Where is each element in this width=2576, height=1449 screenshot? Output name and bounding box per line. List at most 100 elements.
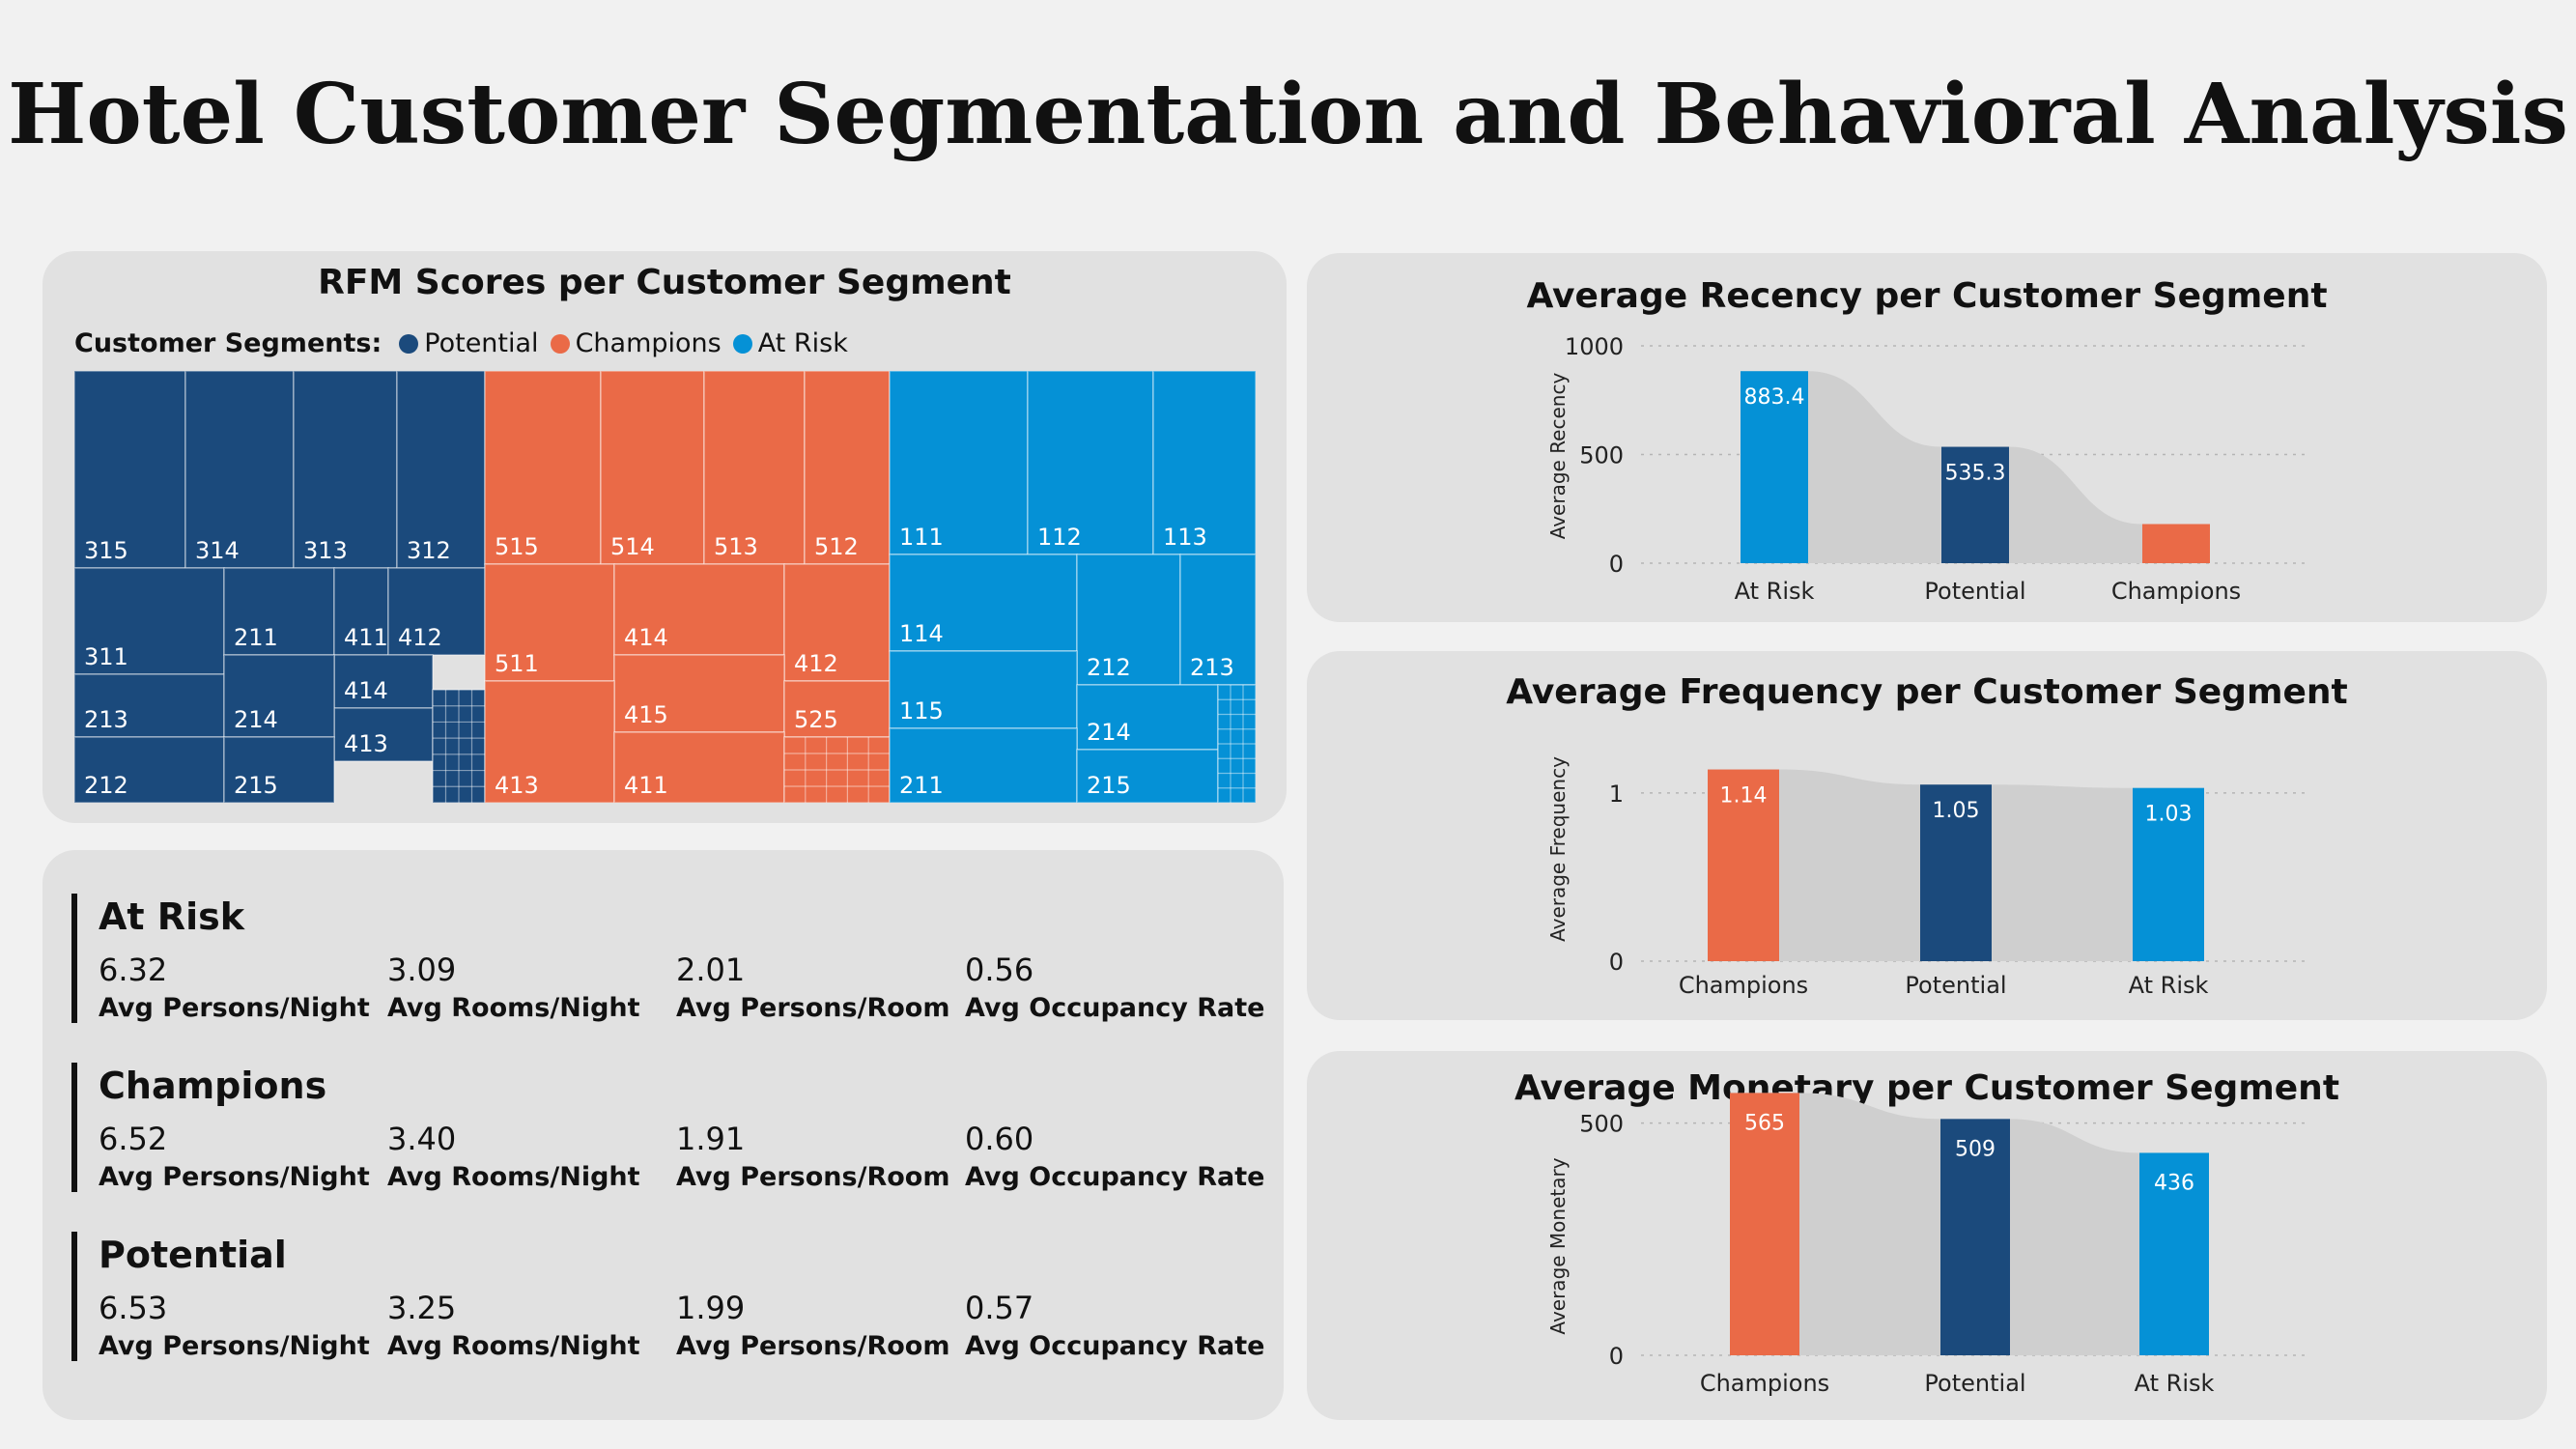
segment-accent-bar (71, 1232, 77, 1361)
treemap-cell[interactable] (783, 680, 891, 738)
y-tick-label: 500 (1579, 442, 1624, 469)
treemap-cell[interactable] (223, 567, 335, 656)
treemap-cell-label: 414 (624, 624, 668, 651)
treemap-cell-label: 513 (714, 533, 758, 560)
treemap-legend: Customer Segments: Potential Champions A… (74, 328, 860, 358)
treemap-cell-label: 414 (344, 677, 388, 704)
treemap-cell-label: 411 (624, 772, 668, 799)
legend-label-champions: Champions (575, 328, 722, 358)
treemap-cell[interactable] (484, 563, 615, 682)
data-label: 1.05 (1933, 799, 1980, 823)
treemap-cell-label: 213 (84, 706, 128, 733)
treemap-cell[interactable] (889, 371, 1029, 555)
treemap-cell-label: 511 (495, 650, 539, 677)
bar[interactable] (1920, 784, 1992, 961)
treemap-cell[interactable] (1152, 371, 1256, 555)
legend-dot-champions (550, 333, 570, 354)
y-tick-label: 1000 (1565, 333, 1624, 360)
data-label: 535.3 (1945, 462, 2006, 486)
metric-label: Avg Rooms/Night (387, 1331, 640, 1361)
treemap-cell[interactable] (484, 371, 602, 565)
metric-label: Avg Persons/Room (676, 1331, 950, 1361)
dashboard-title: Hotel Customer Segmentation and Behavior… (8, 66, 2568, 163)
bar[interactable] (2139, 1152, 2209, 1355)
metric-value: 3.09 (387, 952, 457, 988)
bar[interactable] (1941, 446, 2009, 563)
bar[interactable] (1940, 1119, 2010, 1355)
metric-value: 3.25 (387, 1290, 457, 1326)
treemap-small-cells[interactable] (783, 736, 891, 803)
legend-item-at-risk[interactable]: At Risk (732, 328, 848, 358)
metric-label: Avg Persons/Night (99, 1331, 370, 1361)
legend-item-potential[interactable]: Potential (399, 328, 539, 358)
treemap-cell-label: 413 (495, 772, 539, 799)
category-label: Potential (1905, 972, 2006, 999)
treemap-cell-label: 211 (234, 624, 278, 651)
treemap-cell[interactable] (333, 654, 434, 709)
data-label: 509 (1955, 1137, 1996, 1161)
treemap-cell-label: 413 (344, 730, 388, 757)
bar[interactable] (1730, 1093, 1799, 1355)
treemap-cell[interactable] (1076, 554, 1181, 686)
bar[interactable] (2142, 524, 2210, 564)
metric-value: 3.40 (387, 1121, 457, 1157)
segment-name: Potential (99, 1234, 287, 1276)
metric-label: Avg Occupancy Rate (965, 1331, 1265, 1361)
treemap-cell[interactable] (333, 707, 434, 762)
metric-label: Avg Occupancy Rate (965, 1162, 1265, 1192)
frequency-chart: 0 1 Average Frequency 1.14 Champions 1.05 Pote… (1546, 756, 2309, 999)
treemap-chart: 315 314 313 312 311 211 411 412 414 413 213 214 212 2… (74, 371, 1256, 803)
recency-title: Average Recency per Customer Segment (1526, 276, 2328, 316)
treemap-cell[interactable] (613, 563, 785, 656)
treemap-cell[interactable] (889, 554, 1078, 652)
metric-value: 6.32 (99, 952, 168, 988)
treemap-title: RFM Scores per Customer Segment (318, 263, 1011, 302)
bar[interactable] (2133, 787, 2204, 961)
treemap-cell-label: 214 (1087, 719, 1131, 746)
treemap-cell-label: 312 (407, 537, 451, 564)
treemap-cell[interactable] (484, 680, 615, 803)
category-label: Potential (1924, 1370, 2025, 1397)
treemap-cell-label: 314 (195, 537, 240, 564)
treemap-cell[interactable] (74, 371, 186, 569)
treemap-cell[interactable] (1179, 554, 1256, 686)
data-label: 1.14 (1720, 784, 1768, 809)
legend-dot-at-risk (732, 333, 752, 354)
treemap-cell[interactable] (74, 736, 225, 803)
bar[interactable] (1741, 371, 1808, 563)
treemap-cell[interactable] (703, 371, 806, 565)
legend-item-champions[interactable]: Champions (550, 328, 722, 358)
treemap-cell-label: 515 (495, 533, 539, 560)
y-axis-label: Average Frequency (1546, 756, 1570, 942)
y-tick-label: 0 (1609, 551, 1624, 578)
legend-title: Customer Segments: (74, 328, 382, 358)
treemap-small-cells[interactable] (432, 689, 486, 803)
metric-label: Avg Persons/Room (676, 1162, 950, 1192)
treemap-cell-label: 213 (1190, 654, 1234, 681)
treemap-cell-label: 215 (1087, 772, 1131, 799)
treemap-cell-label: 315 (84, 537, 128, 564)
metric-value: 6.53 (99, 1290, 168, 1326)
treemap-small-cells[interactable] (1217, 684, 1256, 803)
bar[interactable] (1708, 769, 1779, 961)
data-label: 565 (1744, 1111, 1785, 1135)
metric-value: 2.01 (676, 952, 746, 988)
treemap-cell[interactable] (223, 654, 335, 738)
treemap-cell[interactable] (223, 736, 335, 803)
metric-label: Avg Persons/Night (99, 993, 370, 1023)
treemap-cell[interactable] (889, 727, 1078, 803)
treemap-cell[interactable] (1076, 749, 1219, 803)
category-label: At Risk (2135, 1370, 2215, 1397)
recency-chart: 0 500 1000 Average Recency 883.4 At Risk 535.3… (1546, 333, 2309, 605)
metric-value: 0.56 (965, 952, 1034, 988)
y-tick-label: 0 (1609, 949, 1624, 976)
treemap-cell-label: 212 (84, 772, 128, 799)
y-tick-label: 0 (1609, 1343, 1624, 1370)
treemap-cell-label: 512 (814, 533, 859, 560)
treemap-cell-label: 415 (624, 701, 668, 728)
segment-name: Champions (99, 1065, 327, 1107)
metric-label: Avg Rooms/Night (387, 993, 640, 1023)
treemap-cell-label: 215 (234, 772, 278, 799)
treemap-cell[interactable] (613, 731, 785, 803)
metric-value: 0.60 (965, 1121, 1034, 1157)
